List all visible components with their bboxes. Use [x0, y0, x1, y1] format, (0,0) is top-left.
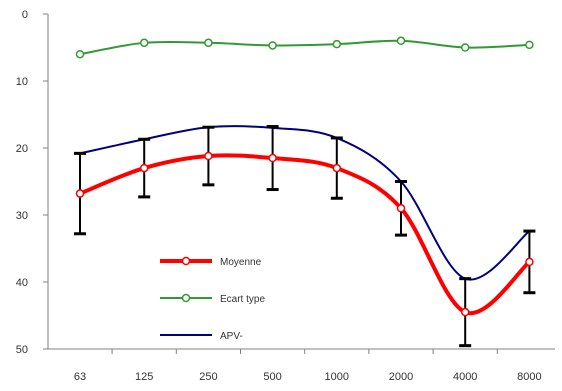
x-tick-label: 125	[135, 371, 153, 383]
legend-label-apv: APV-	[220, 331, 243, 342]
data-point-moyenne	[75, 189, 85, 198]
data-point-moyenne	[204, 151, 213, 161]
y-tick-label: 30	[16, 210, 28, 222]
x-tick-label: 500	[263, 371, 281, 383]
y-tick-label: 20	[16, 143, 28, 155]
x-tick-label: 2000	[389, 371, 413, 383]
x-tick-label: 1000	[325, 371, 349, 383]
data-point-ecart-type	[525, 40, 534, 50]
data-point-moyenne	[139, 163, 149, 173]
series-line-moyenne	[79, 153, 531, 316]
series-line-ecart-type	[79, 39, 530, 56]
legend-label-moyenne: Moyenne	[220, 257, 262, 268]
x-tick-label: 8000	[517, 371, 541, 383]
y-tick-label: 40	[16, 277, 28, 289]
y-tick-label: 10	[16, 76, 28, 88]
legend-label-ecart-type: Ecart type	[220, 294, 265, 305]
series-line-apv	[79, 125, 531, 281]
data-point-ecart-type	[204, 38, 213, 48]
legend-marker-ecart-type	[181, 293, 191, 303]
data-point-moyenne	[396, 204, 406, 213]
data-point-moyenne	[332, 163, 342, 173]
data-point-moyenne	[268, 153, 277, 163]
data-point-moyenne	[525, 257, 534, 267]
data-point-moyenne	[460, 307, 470, 317]
legend-marker-moyenne	[181, 256, 191, 266]
data-point-ecart-type	[75, 49, 85, 59]
x-tick-label: 4000	[453, 371, 477, 383]
x-tick-label: 63	[74, 371, 86, 383]
series-layer	[79, 39, 531, 316]
data-point-ecart-type	[268, 41, 277, 50]
axes: 0 10 20 30 40 50 63 125 250 500 1000 2000 4000 8000	[16, 9, 555, 383]
data-point-ecart-type	[460, 43, 470, 52]
data-point-ecart-type	[332, 39, 342, 49]
legend: Moyenne Ecart type APV-	[150, 243, 300, 342]
marker-layer	[75, 36, 534, 317]
y-tick-label: 50	[16, 344, 28, 356]
data-point-ecart-type	[396, 36, 406, 46]
x-tick-label: 250	[199, 371, 217, 383]
y-tick-label: 0	[22, 9, 28, 21]
data-point-ecart-type	[139, 38, 149, 48]
